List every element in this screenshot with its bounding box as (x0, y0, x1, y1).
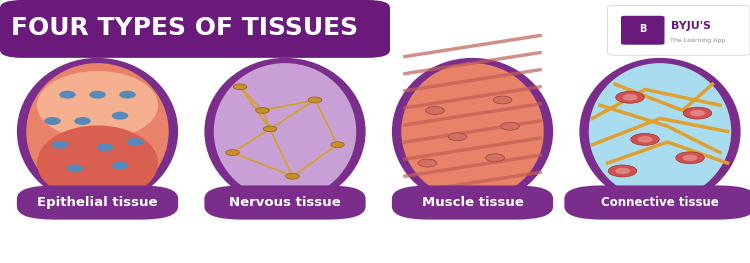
Ellipse shape (16, 58, 178, 205)
Ellipse shape (214, 63, 356, 200)
Ellipse shape (127, 138, 143, 146)
Ellipse shape (501, 122, 519, 130)
Ellipse shape (616, 92, 644, 103)
Ellipse shape (308, 97, 322, 103)
FancyBboxPatch shape (16, 185, 178, 220)
Ellipse shape (615, 168, 630, 174)
Ellipse shape (112, 112, 128, 120)
Ellipse shape (37, 125, 158, 201)
Ellipse shape (89, 91, 106, 99)
Ellipse shape (119, 91, 136, 99)
Ellipse shape (690, 110, 705, 116)
Ellipse shape (589, 63, 731, 200)
Ellipse shape (204, 58, 366, 205)
FancyBboxPatch shape (204, 185, 365, 220)
FancyBboxPatch shape (564, 185, 750, 220)
Ellipse shape (419, 159, 436, 167)
Ellipse shape (486, 154, 504, 162)
Text: Muscle tissue: Muscle tissue (422, 196, 524, 209)
Text: Nervous tissue: Nervous tissue (230, 196, 340, 209)
Ellipse shape (622, 94, 638, 100)
Ellipse shape (638, 136, 652, 143)
Ellipse shape (425, 107, 444, 114)
Text: FOUR TYPES OF TISSUES: FOUR TYPES OF TISSUES (11, 16, 358, 40)
Ellipse shape (59, 91, 76, 99)
Ellipse shape (233, 84, 247, 90)
Ellipse shape (682, 155, 698, 161)
Ellipse shape (448, 133, 466, 141)
Ellipse shape (52, 141, 68, 149)
Ellipse shape (683, 107, 712, 119)
Ellipse shape (494, 96, 512, 104)
Ellipse shape (67, 164, 83, 172)
Ellipse shape (263, 126, 277, 132)
Ellipse shape (676, 152, 704, 164)
Ellipse shape (331, 142, 344, 148)
Ellipse shape (97, 143, 113, 151)
Ellipse shape (631, 133, 659, 145)
Ellipse shape (286, 173, 299, 179)
Ellipse shape (112, 162, 128, 170)
Text: Epithelial tissue: Epithelial tissue (38, 196, 158, 209)
FancyBboxPatch shape (608, 5, 750, 55)
FancyBboxPatch shape (0, 0, 390, 58)
Ellipse shape (37, 71, 158, 139)
Ellipse shape (392, 58, 553, 205)
Text: Connective tissue: Connective tissue (602, 196, 718, 209)
Ellipse shape (256, 108, 269, 113)
Ellipse shape (401, 63, 544, 200)
Ellipse shape (579, 58, 740, 205)
Ellipse shape (44, 117, 61, 125)
FancyBboxPatch shape (392, 185, 553, 220)
Ellipse shape (26, 63, 169, 200)
Ellipse shape (608, 165, 637, 177)
Text: The Learning App: The Learning App (670, 38, 726, 43)
Text: B: B (639, 24, 646, 34)
FancyBboxPatch shape (621, 16, 664, 45)
Ellipse shape (226, 150, 239, 155)
Ellipse shape (74, 117, 91, 125)
Text: BYJU'S: BYJU'S (670, 21, 710, 31)
